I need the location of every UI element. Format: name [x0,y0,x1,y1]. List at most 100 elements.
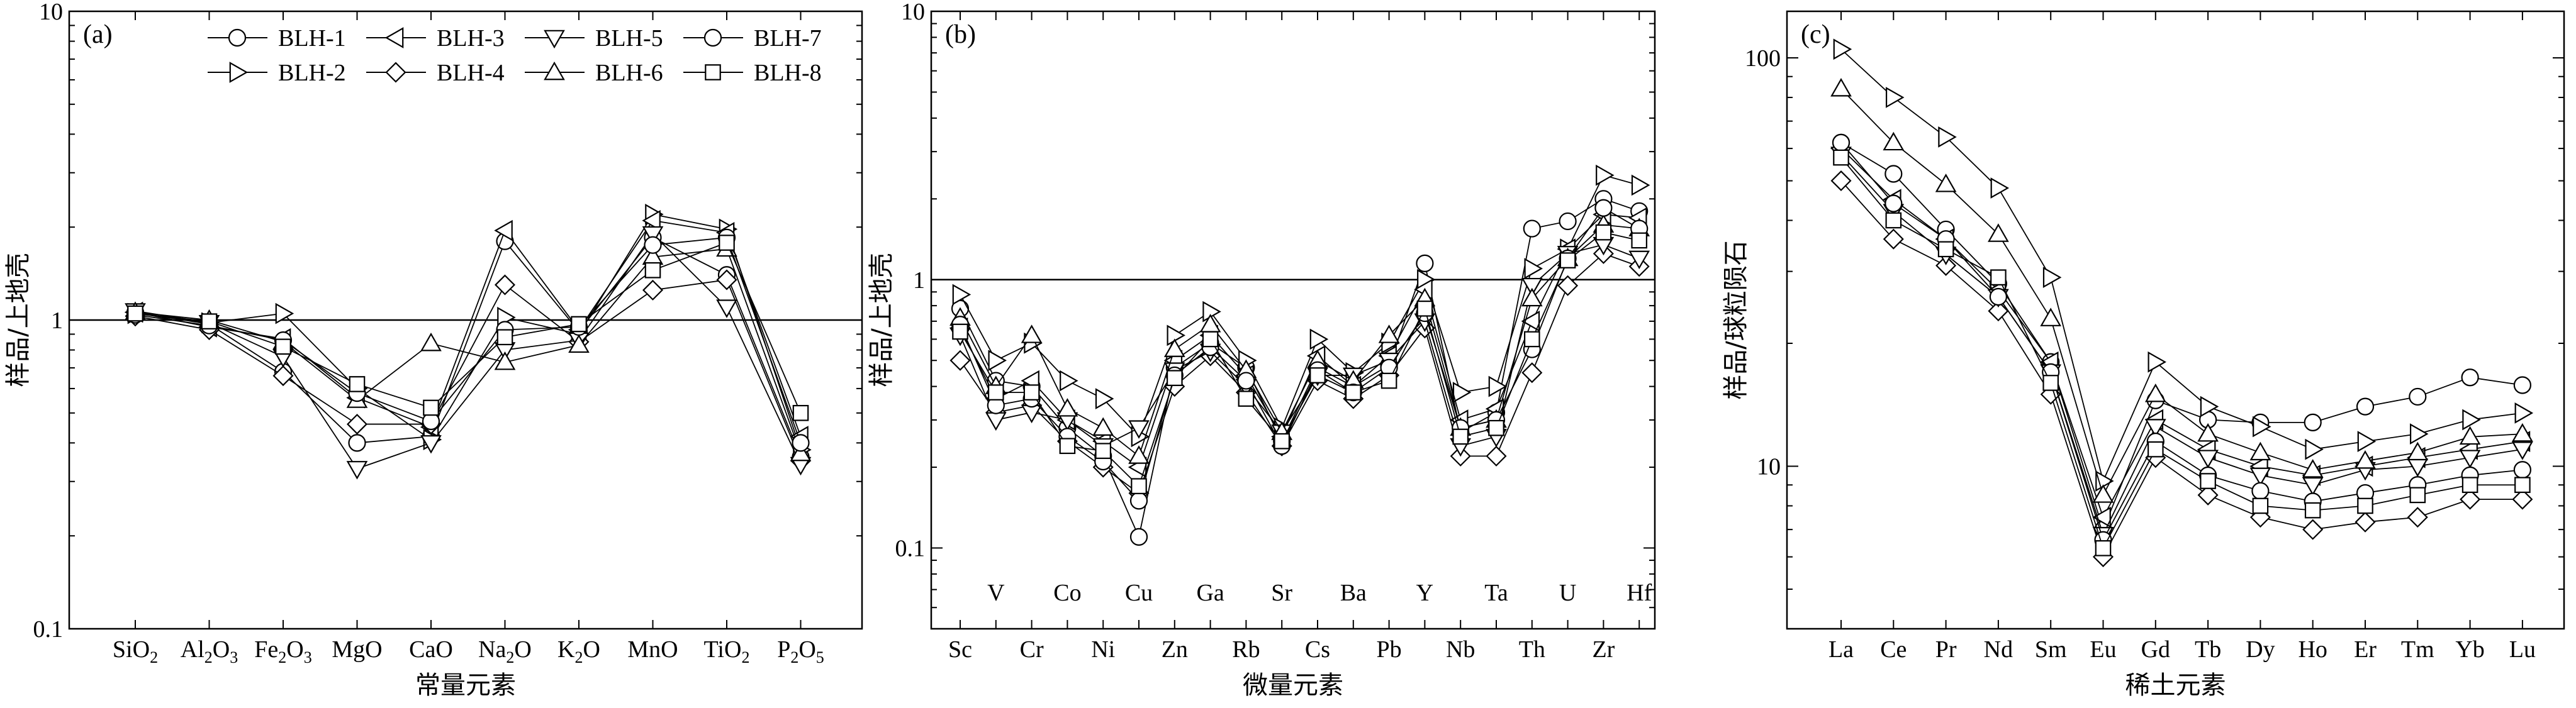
x-tick-label: Y [1416,580,1433,606]
data-point-blh-8 [1833,149,1849,166]
data-point-blh-8 [1559,252,1576,268]
legend-label: BLH-5 [595,25,663,52]
formula-part: P [777,636,790,663]
data-point-blh-2 [2514,402,2534,424]
x-tick-label: Zr [1592,636,1615,663]
data-point-blh-6 [2459,426,2481,445]
x-tick-label: Fe2O3 [254,636,311,667]
data-point-blh-3 [642,209,661,231]
data-point-blh-6 [1830,78,1852,97]
data-point-blh-7 [1884,194,1903,213]
data-point-blh-6 [2512,423,2533,442]
x-tick-label: Ta [1484,580,1508,606]
series-line-blh-6 [1840,88,2523,497]
data-point-blh-5 [420,435,442,454]
data-point-blh-4 [1883,228,1904,250]
x-tick-label: Tm [2401,636,2434,663]
y-tick-label: 10 [901,0,925,25]
series-line-blh-8 [135,241,802,414]
data-point-blh-2 [1833,38,1852,60]
data-point-blh-8 [1488,419,1504,436]
data-point-blh-8 [1524,331,1540,348]
x-tick-label: Dy [2246,636,2275,663]
data-point-blh-6 [494,351,516,370]
data-point-blh-2 [1060,370,1078,392]
data-point-blh-8 [127,305,143,322]
data-point-blh-8 [644,262,661,279]
data-point-blh-5 [1628,250,1650,270]
x-tick-label: Zn [1162,636,1188,663]
data-point-blh-7 [1129,492,1148,510]
data-point-blh-2 [1452,382,1472,403]
data-point-blh-8 [1990,269,2007,285]
data-point-blh-2 [988,350,1007,372]
data-point-blh-6 [1378,324,1400,343]
data-point-blh-6 [2355,450,2376,469]
data-point-blh-7 [1989,287,2007,306]
data-point-blh-1 [2356,397,2375,416]
series-line-blh-5 [135,233,802,470]
formula-part: Na [478,636,506,663]
formula-part: O [213,636,230,663]
x-tick-label: Ce [1880,636,1907,663]
data-point-blh-7 [792,434,810,452]
data-point-blh-8 [719,235,735,251]
series-line-blh-7 [135,236,802,443]
panel-label: (a) [83,20,113,49]
x-tick-label: Nd [1984,636,2013,663]
data-point-blh-5 [2459,450,2481,468]
data-point-blh-3 [1521,311,1540,332]
data-point-blh-8 [423,399,439,416]
data-point-blh-7 [2513,461,2531,479]
data-point-blh-8 [2357,497,2373,514]
x-tick-label: Sc [948,636,972,663]
data-point-blh-2 [952,284,972,306]
x-tick-label: MgO [332,636,382,663]
legend-item-blh-3: BLH-3 [366,25,505,52]
data-point-blh-6 [1935,174,1957,192]
chart-panel-c: 10 100 La Ce Pr Nd Sm Eu Gd Tb Dy Ho Er Tm Yb Lu (c) 稀土元素… [1722,10,2565,700]
data-point-blh-3 [494,219,513,241]
data-point-blh-8 [1452,428,1469,445]
series-line-blh-1 [135,236,802,458]
legend: BLH-1 BLH-2 BLH-3 BLH-4 BLH-5 BLH-6 BLH-7 BLH-8 [208,25,822,86]
chart-panel-b: 0.1 1 10 Sc V Cr Co Ni Cu Zn Ga Rb Sr Cs Ba Pb Y Nb Ta Th U Z… [867,0,1656,700]
x-tick-label: Yb [2455,636,2484,663]
x-tick-label: Eu [2090,636,2116,663]
data-point-blh-6 [2092,484,2114,503]
data-point-blh-2 [1524,258,1543,279]
formula-part: MgO [332,636,382,663]
data-point-blh-4 [2512,489,2533,510]
x-tick-label: Hf [1627,580,1652,606]
y-tick-label: 100 [1745,45,1781,72]
x-tick-label: Gd [2141,636,2170,663]
data-point-blh-7 [1237,372,1255,390]
data-point-blh-8 [1166,370,1183,386]
data-point-blh-1 [2304,413,2322,431]
data-point-blh-6 [2040,307,2062,326]
data-point-blh-2 [1631,174,1650,196]
subscript: 2 [278,648,286,667]
data-point-blh-2 [2148,351,2166,373]
data-point-blh-5 [2302,477,2324,496]
data-point-blh-4 [2302,519,2324,540]
data-point-blh-6 [2249,441,2271,461]
x-tick-label: La [1828,636,1854,663]
data-point-blh-1 [2409,387,2427,406]
x-tick-label: Cu [1125,580,1153,606]
data-point-blh-6 [1128,445,1150,464]
data-point-blh-5 [2144,419,2166,438]
data-point-blh-5 [642,226,664,245]
data-point-blh-8 [496,329,513,346]
y-axis-label: 样品/上地壳 [867,253,896,387]
data-point-blh-1 [1884,165,1903,183]
data-point-blh-7 [1832,133,1851,152]
data-point-blh-8 [987,384,1004,401]
data-point-blh-6 [2197,423,2219,442]
data-point-blh-2 [1309,328,1329,350]
data-point-blh-8 [2042,375,2059,391]
triangle-right-icon [229,62,249,83]
data-point-blh-5 [2249,467,2271,487]
